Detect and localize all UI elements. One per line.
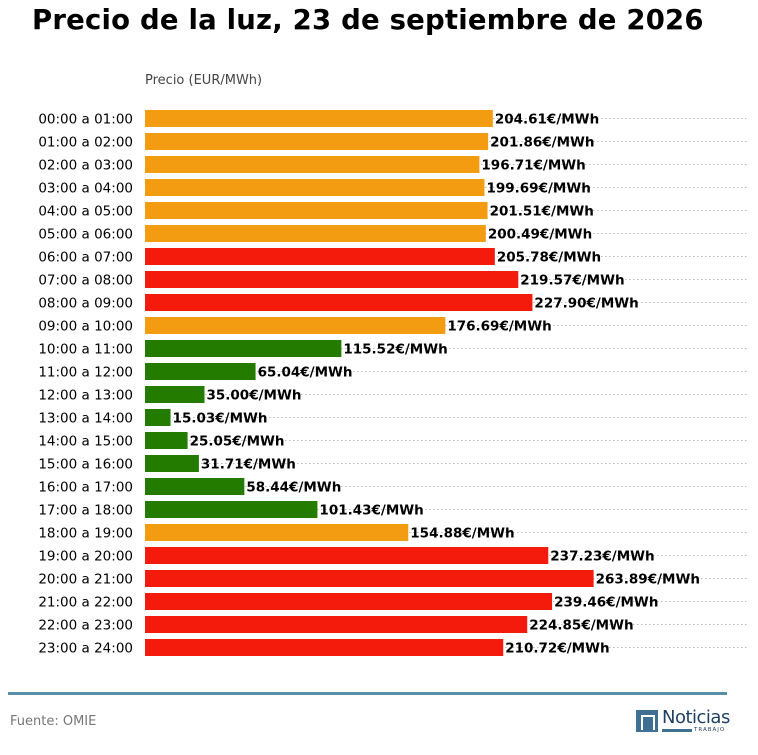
price-value-label: 101.43€/MWh <box>319 503 423 519</box>
hour-label: 10:00 a 11:00 <box>38 342 133 358</box>
price-value-label: 224.85€/MWh <box>529 618 633 634</box>
hour-label: 12:00 a 13:00 <box>38 388 133 404</box>
hour-label: 03:00 a 04:00 <box>38 181 133 197</box>
price-value-label: 263.89€/MWh <box>596 572 700 588</box>
price-bar <box>145 409 171 426</box>
hour-label: 00:00 a 01:00 <box>38 112 133 128</box>
price-bar <box>145 432 188 449</box>
footer-divider <box>8 692 727 695</box>
price-bar <box>145 317 446 334</box>
price-bar <box>145 547 549 564</box>
hour-label: 08:00 a 09:00 <box>38 296 133 312</box>
price-bar <box>145 110 493 127</box>
price-bar <box>145 179 485 196</box>
logo-subtitle: TRABAJO <box>694 727 726 733</box>
price-value-label: 31.71€/MWh <box>201 457 296 473</box>
price-bar <box>145 271 519 288</box>
price-value-label: 201.86€/MWh <box>490 135 594 151</box>
logo-underline <box>662 729 692 732</box>
chart-title: Precio de la luz, 23 de septiembre de 20… <box>32 4 704 36</box>
price-value-label: 227.90€/MWh <box>534 296 638 312</box>
logo-wordmark: Noticias <box>662 707 730 728</box>
price-bar <box>145 294 533 311</box>
price-bar <box>145 455 199 472</box>
price-bar <box>145 524 409 541</box>
price-value-label: 25.05€/MWh <box>190 434 285 450</box>
hour-label: 01:00 a 02:00 <box>38 135 133 151</box>
price-bar <box>145 156 480 173</box>
hour-label: 02:00 a 03:00 <box>38 158 133 174</box>
hour-label: 20:00 a 21:00 <box>38 572 133 588</box>
price-value-label: 154.88€/MWh <box>410 526 514 542</box>
price-bar <box>145 133 489 150</box>
price-bar <box>145 225 486 242</box>
hour-label: 07:00 a 08:00 <box>38 273 133 289</box>
hour-label: 17:00 a 18:00 <box>38 503 133 519</box>
price-value-label: 65.04€/MWh <box>258 365 353 381</box>
hour-label: 04:00 a 05:00 <box>38 204 133 220</box>
hour-label: 06:00 a 07:00 <box>38 250 133 266</box>
price-value-label: 200.49€/MWh <box>488 227 592 243</box>
price-bar <box>145 593 553 610</box>
hour-label: 18:00 a 19:00 <box>38 526 133 542</box>
price-value-label: 196.71€/MWh <box>481 158 585 174</box>
logo-mark-icon <box>636 710 658 732</box>
price-value-label: 35.00€/MWh <box>207 388 302 404</box>
price-bar <box>145 340 342 357</box>
price-bar <box>145 386 205 403</box>
price-value-label: 204.61€/MWh <box>495 112 599 128</box>
price-bar <box>145 478 245 495</box>
price-bar <box>145 202 488 219</box>
price-value-label: 239.46€/MWh <box>554 595 658 611</box>
price-bar <box>145 639 504 656</box>
axis-unit-label: Precio (EUR/MWh) <box>145 73 263 88</box>
price-bar <box>145 248 495 265</box>
price-value-label: 210.72€/MWh <box>505 641 609 657</box>
price-bar <box>145 501 318 518</box>
price-bar-chart: 00:00 a 01:00 204.61€/MWh 01:00 a 02:00 201… <box>38 110 747 657</box>
source-note: Fuente: OMIE <box>10 714 97 729</box>
price-bar <box>145 570 594 587</box>
hour-label: 15:00 a 16:00 <box>38 457 133 473</box>
price-value-label: 176.69€/MWh <box>447 319 551 335</box>
hour-label: 19:00 a 20:00 <box>38 549 133 565</box>
price-value-label: 237.23€/MWh <box>550 549 654 565</box>
hour-label: 22:00 a 23:00 <box>38 618 133 634</box>
price-value-label: 205.78€/MWh <box>497 250 601 266</box>
price-value-label: 201.51€/MWh <box>490 204 594 220</box>
price-bar <box>145 616 528 633</box>
hour-label: 16:00 a 17:00 <box>38 480 133 496</box>
price-value-label: 115.52€/MWh <box>343 342 447 358</box>
hour-label: 05:00 a 06:00 <box>38 227 133 243</box>
price-value-label: 15.03€/MWh <box>173 411 268 427</box>
hour-label: 13:00 a 14:00 <box>38 411 133 427</box>
price-value-label: 199.69€/MWh <box>486 181 590 197</box>
price-value-label: 219.57€/MWh <box>520 273 624 289</box>
price-value-label: 58.44€/MWh <box>246 480 341 496</box>
hour-label: 21:00 a 22:00 <box>38 595 133 611</box>
hour-label: 11:00 a 12:00 <box>38 365 133 381</box>
hour-label: 09:00 a 10:00 <box>38 319 133 335</box>
hour-label: 14:00 a 15:00 <box>38 434 133 450</box>
hour-label: 23:00 a 24:00 <box>38 641 133 657</box>
price-bar <box>145 363 256 380</box>
